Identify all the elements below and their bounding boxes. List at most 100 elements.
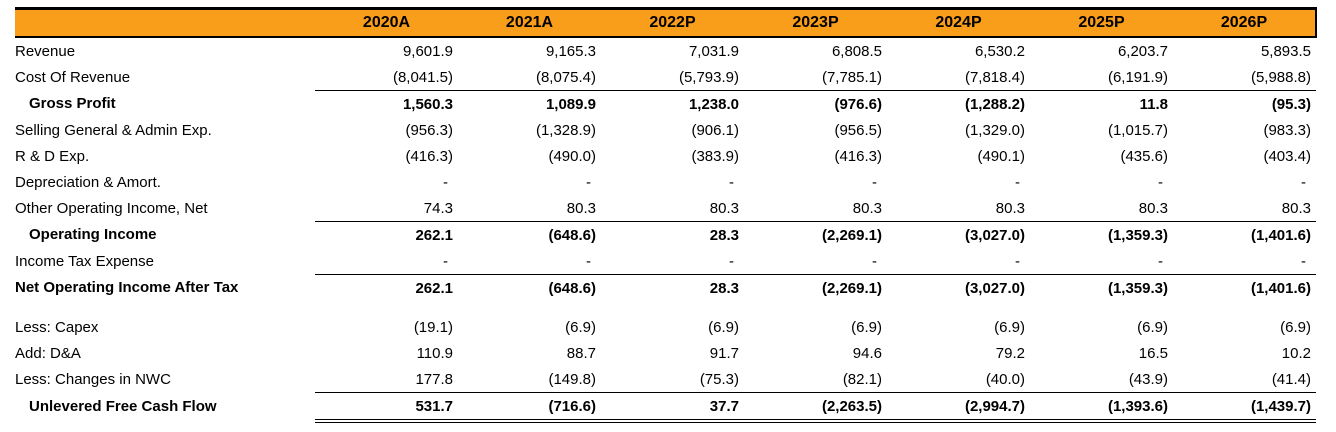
row-operating-income: Operating Income 262.1 (648.6) 28.3 (2,269.1… <box>15 221 1316 248</box>
value-cell: (2,269.1) <box>744 274 887 301</box>
value-cell: (1,288.2) <box>887 90 1030 117</box>
value-cell: 79.2 <box>995 344 1025 362</box>
value-cell: (6.9) <box>565 318 596 336</box>
dcf-model-region: 2020A 2021A 2022P 2023P 2024P 2025P 2026P Reve… <box>15 7 1317 423</box>
row-other-operating-income-net: Other Operating Income, Net 74.3 80.3 80.3 8… <box>15 195 1316 222</box>
value-cell: 28.3 <box>601 221 744 248</box>
value-cell: 6,530.2 <box>974 42 1025 60</box>
value-cell: (6,191.9) <box>1107 68 1168 86</box>
row-label: Operating Income <box>29 226 157 244</box>
value-cell: (906.1) <box>691 121 739 139</box>
value-cell: (8,075.4) <box>535 68 596 86</box>
value-cell: (956.3) <box>405 121 453 139</box>
value-cell: - <box>872 173 877 191</box>
value-cell: 6,203.7 <box>1117 42 1168 60</box>
row-selling-general-admin-exp: Selling General & Admin Exp. (956.3) (1,32… <box>15 117 1316 143</box>
value-cell: (19.1) <box>413 318 453 336</box>
value-cell: (5,988.8) <box>1250 68 1311 86</box>
value-cell: 177.8 <box>415 370 453 388</box>
value-cell: 9,165.3 <box>545 42 596 60</box>
row-gross-profit: Gross Profit 1,560.3 1,089.9 1,238.0 (976.6)… <box>15 90 1316 117</box>
value-cell: (149.8) <box>548 370 596 388</box>
value-cell: (1,329.0) <box>964 121 1025 139</box>
value-cell: 80.3 <box>709 199 739 217</box>
value-cell: 6,808.5 <box>831 42 882 60</box>
row-label: R & D Exp. <box>15 147 90 165</box>
value-cell: (82.1) <box>842 370 882 388</box>
value-cell: - <box>586 173 591 191</box>
value-cell: (6.9) <box>708 318 739 336</box>
value-cell: (6.9) <box>1137 318 1168 336</box>
value-cell: - <box>729 173 734 191</box>
value-cell: (490.1) <box>977 147 1025 165</box>
value-cell: (2,269.1) <box>744 221 887 248</box>
value-cell: 80.3 <box>995 199 1025 217</box>
value-cell: 88.7 <box>566 344 596 362</box>
value-cell: (40.0) <box>985 370 1025 388</box>
value-cell: 37.7 <box>601 392 744 423</box>
row-revenue: Revenue 9,601.9 9,165.3 7,031.9 6,808.5 6,530… <box>15 37 1316 64</box>
header-label-cell <box>15 7 315 38</box>
header-row: 2020A 2021A 2022P 2023P 2024P 2025P 2026P <box>15 7 1317 38</box>
value-cell: (1,359.3) <box>1030 221 1173 248</box>
value-cell: (8,041.5) <box>392 68 453 86</box>
value-cell: - <box>1301 173 1306 191</box>
row-add-d-a: Add: D&A 110.9 88.7 91.7 94.6 79.2 16.5 10.2 <box>15 340 1316 366</box>
value-cell: (6.9) <box>994 318 1025 336</box>
value-cell: 1,238.0 <box>601 90 744 117</box>
value-cell: 1,089.9 <box>458 90 601 117</box>
value-cell: 5,893.5 <box>1260 42 1311 60</box>
value-cell: (2,994.7) <box>887 392 1030 423</box>
value-cell: (3,027.0) <box>887 274 1030 301</box>
value-cell: 94.6 <box>852 344 882 362</box>
value-cell: (95.3) <box>1173 90 1316 117</box>
value-cell: (5,793.9) <box>678 68 739 86</box>
row-label: Depreciation & Amort. <box>15 173 161 191</box>
value-cell: (648.6) <box>458 221 601 248</box>
column-header-2020a: 2020A <box>315 7 458 38</box>
value-cell: (648.6) <box>458 274 601 301</box>
value-cell: (3,027.0) <box>887 221 1030 248</box>
spacer-row <box>15 301 1316 314</box>
value-cell: - <box>443 173 448 191</box>
dcf-financial-table: 2020A 2021A 2022P 2023P 2024P 2025P 2026P Reve… <box>15 7 1317 423</box>
value-cell: - <box>443 252 448 270</box>
value-cell: - <box>872 252 877 270</box>
value-cell: (983.3) <box>1263 121 1311 139</box>
row-cost-of-revenue: Cost Of Revenue (8,041.5) (8,075.4) (5,793.… <box>15 64 1316 91</box>
value-cell: 74.3 <box>423 199 453 217</box>
value-cell: (490.0) <box>548 147 596 165</box>
value-cell: 80.3 <box>852 199 882 217</box>
value-cell: 9,601.9 <box>402 42 453 60</box>
value-cell: (1,015.7) <box>1107 121 1168 139</box>
value-cell: (6.9) <box>1280 318 1311 336</box>
value-cell: (2,263.5) <box>744 392 887 423</box>
row-unlevered-free-cash-flow: Unlevered Free Cash Flow 531.7 (716.6) 37.7… <box>15 392 1316 423</box>
value-cell: (383.9) <box>691 147 739 165</box>
value-cell: (403.4) <box>1263 147 1311 165</box>
value-cell: 10.2 <box>1281 344 1311 362</box>
value-cell: 80.3 <box>1138 199 1168 217</box>
row-label: Gross Profit <box>29 95 116 113</box>
value-cell: (956.5) <box>834 121 882 139</box>
column-header-2024p: 2024P <box>887 7 1030 38</box>
value-cell: 1,560.3 <box>315 90 458 117</box>
row-r-d-exp: R & D Exp. (416.3) (490.0) (383.9) (416.3) (4… <box>15 143 1316 169</box>
value-cell: 16.5 <box>1138 344 1168 362</box>
row-label: Less: Changes in NWC <box>15 370 171 388</box>
value-cell: (6.9) <box>851 318 882 336</box>
value-cell: - <box>1158 173 1163 191</box>
row-less-changes-in-nwc: Less: Changes in NWC 177.8 (149.8) (75.3) (8… <box>15 366 1316 393</box>
value-cell: 80.3 <box>566 199 596 217</box>
value-cell: 262.1 <box>315 221 458 248</box>
value-cell: 110.9 <box>416 344 453 362</box>
value-cell: (1,359.3) <box>1030 274 1173 301</box>
value-cell: 28.3 <box>601 274 744 301</box>
column-header-2026p: 2026P <box>1173 7 1317 38</box>
value-cell: 80.3 <box>1281 199 1311 217</box>
value-cell: (7,818.4) <box>964 68 1025 86</box>
row-depreciation-amort: Depreciation & Amort. - - - - - - - <box>15 169 1316 195</box>
value-cell: (41.4) <box>1271 370 1311 388</box>
value-cell: (416.3) <box>405 147 453 165</box>
value-cell: (7,785.1) <box>821 68 882 86</box>
